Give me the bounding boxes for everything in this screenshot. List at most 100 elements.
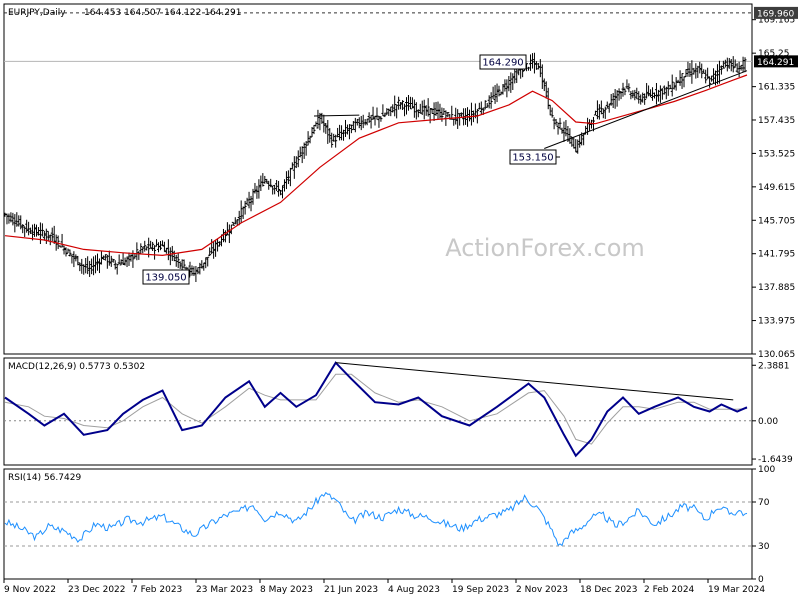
price-bar bbox=[13, 214, 17, 233]
price-bar bbox=[733, 59, 737, 68]
price-bar bbox=[286, 170, 290, 185]
price-bar bbox=[635, 87, 639, 100]
price-bar bbox=[127, 252, 131, 266]
price-bar bbox=[62, 245, 66, 255]
price-bar bbox=[196, 267, 200, 275]
price-bar bbox=[442, 108, 446, 115]
price-bar bbox=[670, 74, 674, 97]
price-bar bbox=[160, 240, 164, 247]
price-bar bbox=[544, 81, 548, 99]
price-bar bbox=[355, 118, 359, 126]
price-bar bbox=[342, 129, 346, 141]
price-bar bbox=[145, 246, 149, 251]
price-bar bbox=[96, 253, 100, 271]
price-bar bbox=[513, 67, 517, 84]
price-bar bbox=[712, 68, 716, 84]
price-bar bbox=[86, 256, 90, 275]
macd-panel-title: MACD(12,26,9) 0.5773 0.5302 bbox=[8, 362, 145, 372]
price-bar bbox=[74, 254, 78, 262]
price-bar bbox=[731, 56, 735, 73]
price-bar bbox=[698, 61, 702, 74]
price-bar bbox=[389, 106, 393, 117]
time-tick-label: 2 Feb 2024 bbox=[644, 585, 695, 595]
rsi-line bbox=[4, 491, 748, 547]
price-bar bbox=[590, 119, 594, 129]
price-bar bbox=[609, 93, 613, 106]
price-bar bbox=[416, 109, 420, 118]
price-tick-label: 165.25 bbox=[758, 49, 790, 59]
price-bar bbox=[322, 114, 326, 133]
annotation-153-150: 153.150 bbox=[509, 149, 561, 165]
annotation-label: 153.150 bbox=[512, 153, 553, 164]
price-bar bbox=[64, 247, 68, 257]
last-price-box bbox=[754, 55, 798, 68]
price-tick-label: 157.435 bbox=[758, 116, 795, 126]
price-bar bbox=[495, 83, 499, 103]
price-bar bbox=[243, 200, 247, 215]
price-bar bbox=[656, 89, 660, 102]
price-bar bbox=[182, 259, 186, 269]
time-tick-label: 7 Feb 2023 bbox=[132, 585, 182, 595]
price-bar bbox=[46, 230, 50, 241]
time-axis: 9 Nov 2022 23 Dec 2022 7 Feb 2023 23 Mar 20… bbox=[3, 579, 765, 595]
price-bar bbox=[702, 69, 706, 74]
price-tick-label: 133.975 bbox=[758, 317, 795, 327]
macd-tick-label: 2.3881 bbox=[758, 361, 790, 371]
rsi-panel-title: RSI(14) 56.7429 bbox=[8, 473, 81, 483]
price-bar bbox=[17, 215, 21, 227]
price-bar bbox=[149, 240, 153, 249]
price-bar bbox=[505, 79, 509, 98]
price-bar bbox=[454, 107, 458, 125]
price-bar bbox=[101, 255, 105, 260]
price-bar bbox=[316, 109, 320, 129]
price-bar bbox=[72, 251, 76, 268]
price-bar bbox=[97, 258, 101, 274]
price-bar bbox=[538, 59, 542, 78]
macd-signal-line bbox=[4, 373, 748, 445]
price-bar bbox=[725, 57, 729, 72]
price-bar bbox=[363, 119, 367, 126]
price-bar bbox=[21, 224, 25, 234]
time-tick-label: 23 Dec 2022 bbox=[68, 585, 126, 595]
rsi-grid bbox=[4, 501, 752, 547]
price-bar bbox=[359, 115, 363, 131]
price-bar bbox=[719, 65, 723, 75]
price-bar bbox=[11, 212, 15, 226]
price-bar bbox=[647, 85, 651, 97]
price-bar bbox=[682, 76, 686, 88]
price-bar bbox=[542, 78, 546, 92]
time-tick-label: 21 Jun 2023 bbox=[324, 585, 378, 595]
price-bar bbox=[430, 108, 434, 115]
price-bar bbox=[365, 118, 369, 126]
price-bar bbox=[371, 106, 375, 120]
price-bar bbox=[595, 100, 599, 120]
price-bar bbox=[469, 102, 473, 126]
price-bar bbox=[261, 173, 265, 187]
price-bar bbox=[483, 100, 487, 110]
price-bar bbox=[599, 100, 603, 115]
price-bar bbox=[151, 241, 155, 251]
price-bar bbox=[729, 59, 733, 72]
price-bar bbox=[401, 100, 405, 111]
price-bar bbox=[103, 254, 107, 261]
price-bar bbox=[343, 119, 347, 137]
price-bar bbox=[578, 134, 582, 148]
price-bar bbox=[645, 83, 649, 99]
price-bar bbox=[265, 178, 269, 184]
price-bar bbox=[263, 175, 267, 184]
price-bar bbox=[290, 162, 294, 170]
price-bar bbox=[723, 59, 727, 68]
price-bar bbox=[395, 104, 399, 119]
price-bar bbox=[76, 255, 80, 266]
price-tick-label: 149.615 bbox=[758, 183, 795, 193]
price-bar bbox=[619, 91, 623, 100]
price-tick-label: 161.335 bbox=[758, 83, 795, 93]
price-bar bbox=[593, 110, 597, 116]
time-tick-label: 18 Dec 2023 bbox=[580, 585, 638, 595]
price-panel-frame bbox=[3, 3, 753, 355]
price-bar bbox=[503, 79, 507, 92]
price-bar bbox=[216, 238, 220, 252]
price-bar bbox=[617, 88, 621, 101]
price-bar bbox=[19, 215, 23, 230]
